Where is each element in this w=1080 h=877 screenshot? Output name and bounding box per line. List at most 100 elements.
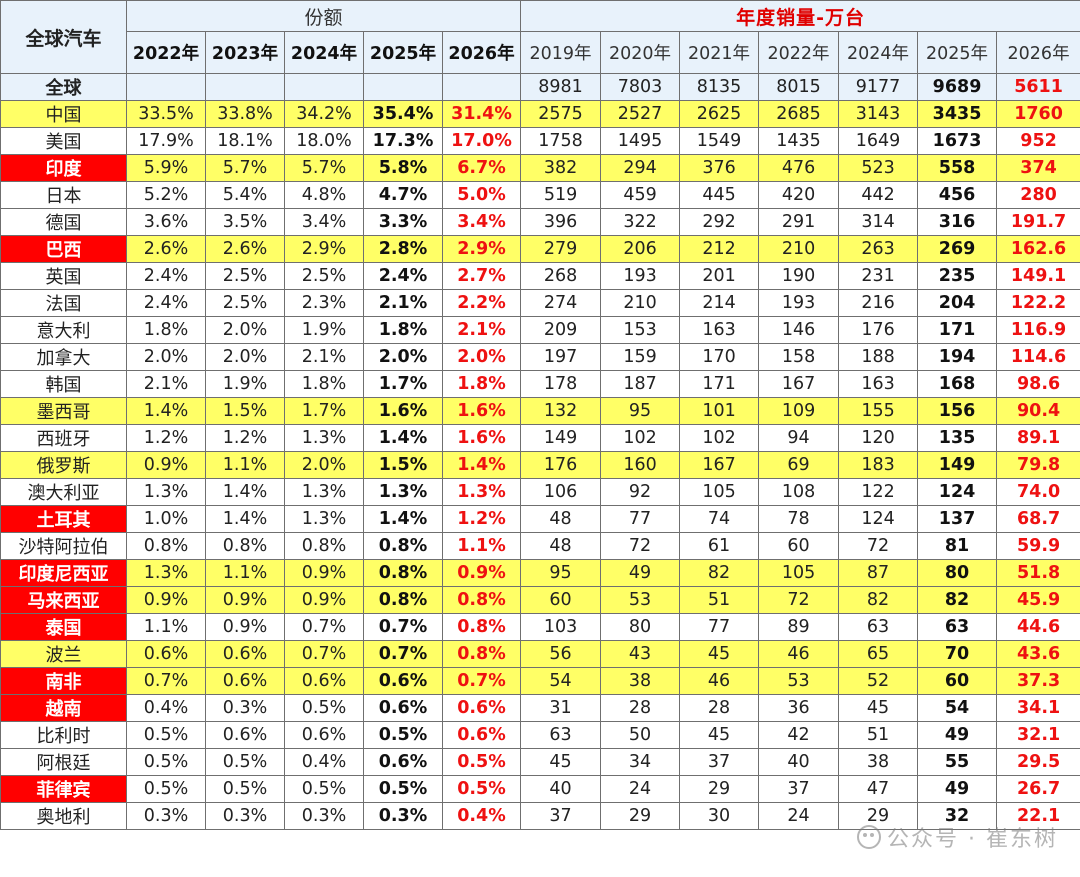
share-cell: 5.7% (205, 154, 285, 182)
sales-cell: 163 (838, 370, 919, 398)
sales-cell: 294 (600, 154, 681, 182)
sales-cell: 45 (838, 694, 919, 722)
table-row: 俄罗斯 0.9% 1.1% 2.0% 1.5% 1.4% 176 160 167 69 183 149… (0, 451, 1080, 479)
sales-cell: 396 (520, 208, 602, 236)
sales-cell: 47 (838, 775, 919, 803)
sales-cell: 5611 (996, 73, 1080, 101)
sales-cell: 193 (600, 262, 681, 290)
share-cell: 1.5% (363, 451, 443, 479)
sales-cell: 1758 (520, 127, 602, 155)
sales-cell: 29.5 (996, 748, 1080, 776)
sales-cell: 42 (758, 721, 840, 749)
sales-cell: 82 (679, 559, 760, 587)
sales-cell: 51 (838, 721, 919, 749)
share-group-header: 份额 (125, 0, 522, 32)
share-cell: 0.6% (441, 694, 522, 722)
share-cell-empty (441, 73, 522, 101)
share-cell: 0.9% (205, 586, 285, 614)
sales-cell: 2527 (600, 100, 681, 128)
sales-cell: 114.6 (996, 343, 1080, 371)
share-cell: 3.3% (363, 208, 443, 236)
sales-cell: 29 (838, 802, 919, 830)
sales-cell: 171 (917, 316, 998, 344)
table-row: 比利时 0.5% 0.6% 0.6% 0.5% 0.6% 63 50 45 42 51 49 32.1 (0, 721, 1080, 749)
share-cell: 31.4% (441, 100, 522, 128)
sales-cell: 122 (838, 478, 919, 506)
sales-cell: 28 (679, 694, 760, 722)
sales-cell: 132 (520, 397, 602, 425)
sales-cell: 183 (838, 451, 919, 479)
sales-cell: 46 (758, 640, 840, 668)
sales-cell: 1495 (600, 127, 681, 155)
sales-cell: 149 (917, 451, 998, 479)
sales-cell: 162.6 (996, 235, 1080, 263)
share-cell: 1.7% (363, 370, 443, 398)
sales-cell: 9689 (917, 73, 998, 101)
share-cell: 1.1% (441, 532, 522, 560)
sales-cell: 80 (600, 613, 681, 641)
country-cell: 韩国 (0, 370, 127, 398)
share-cell: 34.2% (284, 100, 364, 128)
sales-cell: 160 (600, 451, 681, 479)
sales-cell: 187 (600, 370, 681, 398)
share-cell: 0.8% (363, 532, 443, 560)
sales-cell: 952 (996, 127, 1080, 155)
share-cell: 0.9% (126, 586, 206, 614)
sales-cell: 59.9 (996, 532, 1080, 560)
table-row: 南非 0.7% 0.6% 0.6% 0.6% 0.7% 54 38 46 53 52 60 37.3 (0, 667, 1080, 695)
share-cell: 1.2% (441, 505, 522, 533)
share-cell: 5.9% (126, 154, 206, 182)
sales-cell: 48 (520, 532, 602, 560)
sales-cell: 68.7 (996, 505, 1080, 533)
share-cell: 1.4% (126, 397, 206, 425)
sales-cell: 54 (917, 694, 998, 722)
country-cell: 比利时 (0, 721, 127, 749)
sales-cell: 103 (520, 613, 602, 641)
country-cell: 法国 (0, 289, 127, 317)
sales-cell: 22.1 (996, 802, 1080, 830)
sales-cell: 156 (917, 397, 998, 425)
share-cell: 0.4% (284, 748, 364, 776)
share-cell: 0.5% (205, 748, 285, 776)
table-row: 泰国 1.1% 0.9% 0.7% 0.7% 0.8% 103 80 77 89 63 63 44.6 (0, 613, 1080, 641)
share-cell: 0.8% (126, 532, 206, 560)
sales-cell: 105 (758, 559, 840, 587)
sales-cell: 155 (838, 397, 919, 425)
sales-cell: 149 (520, 424, 602, 452)
sales-cell: 1673 (917, 127, 998, 155)
sales-cell: 82 (838, 586, 919, 614)
share-cell: 0.9% (126, 451, 206, 479)
sales-cell: 92 (600, 478, 681, 506)
share-year-header: 2024年 (284, 31, 364, 74)
sales-cell: 52 (838, 667, 919, 695)
country-cell: 奥地利 (0, 802, 127, 830)
share-cell: 0.3% (363, 802, 443, 830)
share-cell: 1.3% (284, 424, 364, 452)
table-row: 沙特阿拉伯 0.8% 0.8% 0.8% 0.8% 1.1% 48 72 61 60 72 81 59.… (0, 532, 1080, 560)
share-cell: 0.6% (205, 640, 285, 668)
sales-cell: 49 (917, 721, 998, 749)
share-cell: 0.5% (441, 748, 522, 776)
country-cell: 阿根廷 (0, 748, 127, 776)
sales-cell: 80 (917, 559, 998, 587)
share-cell-empty (284, 73, 364, 101)
sales-cell: 74.0 (996, 478, 1080, 506)
sales-cell: 95 (600, 397, 681, 425)
share-cell: 1.2% (126, 424, 206, 452)
sales-cell: 90.4 (996, 397, 1080, 425)
share-cell: 1.8% (363, 316, 443, 344)
sales-cell: 109 (758, 397, 840, 425)
sales-cell: 382 (520, 154, 602, 182)
share-cell: 6.7% (441, 154, 522, 182)
share-cell: 1.4% (441, 451, 522, 479)
share-cell: 2.5% (284, 262, 364, 290)
sales-cell: 43.6 (996, 640, 1080, 668)
sales-group-header: 年度销量-万台 (520, 0, 1080, 32)
sales-cell: 8135 (679, 73, 760, 101)
share-cell: 1.0% (126, 505, 206, 533)
share-cell: 2.0% (363, 343, 443, 371)
share-cell: 5.0% (441, 181, 522, 209)
sales-cell: 176 (838, 316, 919, 344)
sales-cell: 26.7 (996, 775, 1080, 803)
share-cell: 2.0% (284, 451, 364, 479)
